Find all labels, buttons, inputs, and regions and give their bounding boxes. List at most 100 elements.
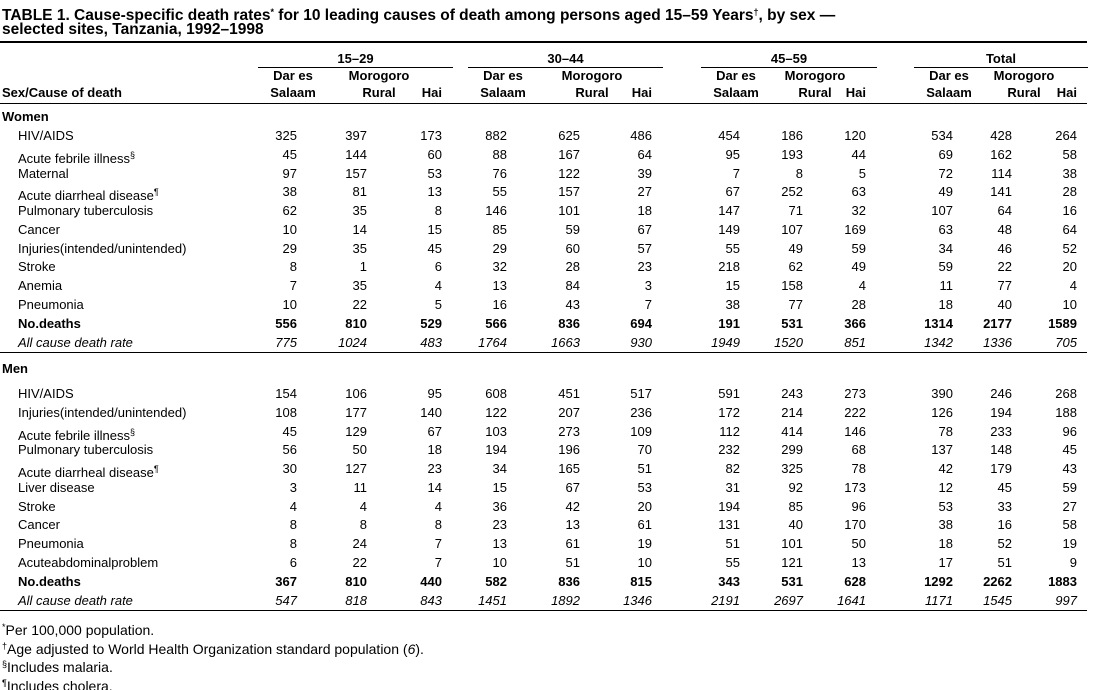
cell: 158 <box>781 278 803 293</box>
cell: 82 <box>725 461 740 476</box>
cell: 69 <box>938 146 953 162</box>
cell: 32 <box>851 203 866 218</box>
cause: HIV/AIDS <box>18 128 74 143</box>
row-label: Pneumonia <box>18 297 84 313</box>
column-header: Hai <box>1056 85 1077 100</box>
row-label: Pulmonary tuberculosis <box>18 442 153 458</box>
column-header: Morogoro <box>784 68 846 83</box>
cell: 64 <box>1062 221 1077 237</box>
cell: 29 <box>282 240 297 256</box>
cell: 55 <box>725 240 740 256</box>
cell: 236 <box>630 404 652 420</box>
row-label: Acuteabdominalproblem <box>18 555 158 571</box>
cell: 38 <box>282 184 297 200</box>
cell: 81 <box>352 184 367 200</box>
cell: 547 <box>275 592 297 608</box>
cell: 64 <box>637 146 652 162</box>
cell: 140 <box>420 404 442 420</box>
cell: 46 <box>997 240 1012 256</box>
cell: 194 <box>990 404 1012 420</box>
row-label: Acute febrile illness§ <box>18 424 135 444</box>
cell: 232 <box>718 442 740 458</box>
cell: 252 <box>781 184 803 200</box>
cell: 95 <box>725 146 740 162</box>
cause: Injuries(intended/unintended) <box>18 240 187 256</box>
cell: 19 <box>1062 536 1077 551</box>
cell: 101 <box>781 536 803 551</box>
cell: 122 <box>558 165 580 181</box>
cell: 18 <box>427 442 442 458</box>
footnote: ¶Includes cholera. <box>2 675 113 690</box>
row-label: Acute febrile illness§ <box>18 147 135 167</box>
cell: 1171 <box>925 592 953 608</box>
cell: 61 <box>637 517 652 533</box>
cell: 18 <box>637 203 652 218</box>
cell: 10 <box>282 296 297 312</box>
cell: 3 <box>644 278 652 293</box>
cell: 23 <box>492 517 507 533</box>
cell: 173 <box>420 128 442 143</box>
cell: 591 <box>718 386 740 401</box>
cell: 207 <box>558 404 580 420</box>
cell: 8 <box>434 203 442 218</box>
cell: 173 <box>844 479 866 495</box>
footnote: †Age adjusted to World Health Organizati… <box>2 638 424 657</box>
footnote-mark: † <box>2 640 8 651</box>
cell: 31 <box>725 479 740 495</box>
cell: 194 <box>485 442 507 458</box>
cell: 53 <box>637 479 652 495</box>
cell: 144 <box>345 146 367 162</box>
title-text: for 10 leading causes of death among per… <box>273 7 754 24</box>
cell: 141 <box>990 184 1012 200</box>
cell: 810 <box>345 315 367 331</box>
cell: 13 <box>492 536 507 551</box>
cell: 810 <box>345 573 367 589</box>
cell: 55 <box>492 184 507 200</box>
cell: 8 <box>289 536 297 551</box>
cell: 121 <box>781 554 803 570</box>
cell: 88 <box>492 146 507 162</box>
cell: 95 <box>427 386 442 401</box>
title-text: TABLE 1. Cause-specific death rates <box>2 7 271 24</box>
cell: 397 <box>345 128 367 143</box>
cell: 42 <box>565 498 580 514</box>
cell: 196 <box>558 442 580 458</box>
cell: 157 <box>345 165 367 181</box>
cell: 7 <box>434 536 442 551</box>
column-header: Morogoro <box>561 68 623 83</box>
footnote-ref: 6 <box>407 640 416 657</box>
cell: 390 <box>931 386 953 401</box>
cell: 35 <box>352 278 367 293</box>
cell: 7 <box>644 296 652 312</box>
cell: 177 <box>345 404 367 420</box>
column-header: Morogoro <box>993 68 1055 83</box>
rule <box>0 41 1087 43</box>
cell: 1314 <box>924 315 953 331</box>
cell: 16 <box>1062 203 1077 218</box>
cell: 49 <box>851 259 866 275</box>
cell: 50 <box>352 442 367 458</box>
cause: Acute diarrheal disease <box>18 465 154 480</box>
cell: 705 <box>1055 334 1077 350</box>
cell: 59 <box>565 221 580 237</box>
cell: 44 <box>851 146 866 162</box>
column-group: 15–29 <box>337 51 374 66</box>
cell: 43 <box>565 296 580 312</box>
cell: 22 <box>352 554 367 570</box>
cell: 97 <box>282 165 297 181</box>
cell: 24 <box>352 536 367 551</box>
cell: 843 <box>420 592 442 608</box>
cell: 299 <box>781 442 803 458</box>
cell: 882 <box>485 128 507 143</box>
cell: 454 <box>718 128 740 143</box>
cell: 1641 <box>837 592 866 608</box>
cell: 28 <box>1062 184 1077 200</box>
cause: Acuteabdominalproblem <box>18 554 159 570</box>
cause-note: ¶ <box>153 187 159 198</box>
cell: 264 <box>1055 128 1077 143</box>
cell: 566 <box>485 315 507 331</box>
column-group: 30–44 <box>547 51 584 66</box>
cell: 3 <box>289 479 297 495</box>
cell: 13 <box>565 517 580 533</box>
